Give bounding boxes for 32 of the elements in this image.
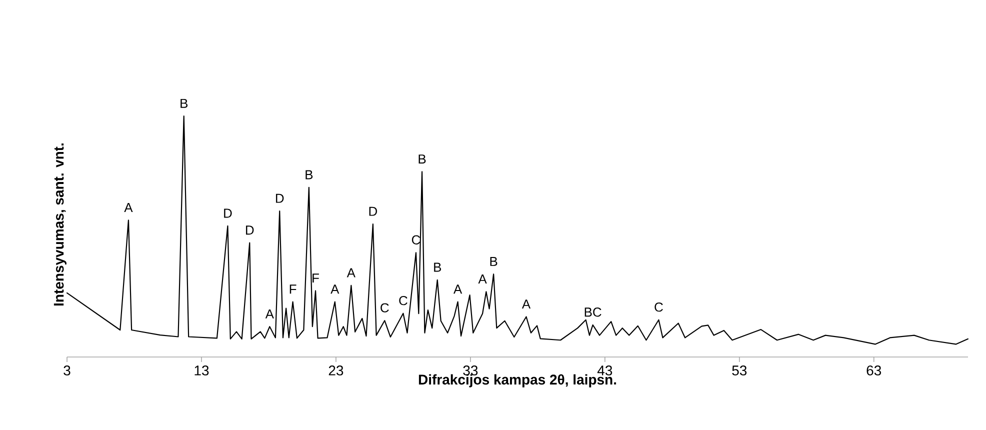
x-tick-label: 33 (463, 366, 478, 376)
annotation: F (290, 284, 296, 294)
annotation: A (453, 284, 462, 294)
annotation: BC (584, 308, 602, 317)
annotation: B (418, 154, 426, 164)
annotation: C (654, 302, 663, 312)
annotation: A (522, 300, 531, 309)
x-tick-label: 23 (328, 366, 344, 376)
x-axis-title: Difrakcijos kampas 2θ, laipsn. (418, 374, 616, 388)
annotation: F (312, 274, 319, 283)
annotation: D (369, 206, 378, 216)
annotation: D (246, 226, 254, 235)
annotation: D (224, 208, 232, 218)
annotation: B (306, 170, 313, 180)
annotation: C (399, 296, 408, 306)
annotation: A (265, 309, 274, 318)
annotation: A (124, 203, 133, 212)
x-tick-label: 3 (64, 366, 70, 376)
x-tick-label: 13 (194, 366, 209, 376)
annotation: B (490, 256, 498, 266)
annotation: A (346, 268, 356, 278)
annotation: D (276, 194, 284, 203)
annotation: C (412, 235, 420, 244)
annotation: A (330, 284, 340, 294)
x-tick-label: 63 (866, 366, 882, 376)
annotation: B (434, 262, 442, 272)
annotation: B (180, 98, 188, 108)
annotation: A (478, 274, 487, 284)
x-tick-label: 53 (732, 366, 747, 376)
x-tick-label: 43 (597, 366, 612, 376)
annotation: C (380, 303, 389, 312)
y-axis-title: Intensyvumas, sant. vnt. (54, 144, 66, 306)
